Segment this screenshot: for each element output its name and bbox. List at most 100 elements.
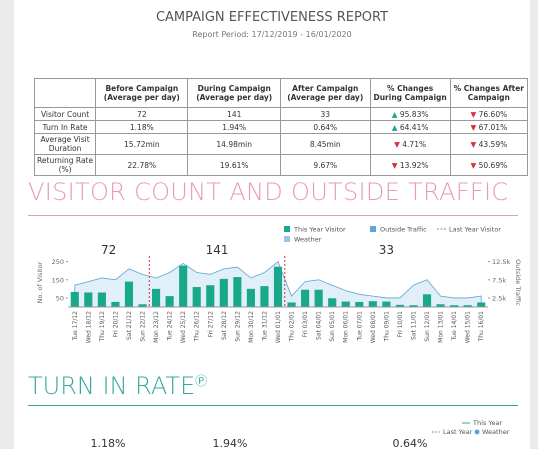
table-row: Visitor Count 72 141 33 ▲ 95.83% ▼ 76.60%: [33, 107, 529, 121]
trend-arrow: ▼: [470, 160, 479, 170]
bar: [409, 305, 418, 307]
trend-arrow: ▼: [394, 139, 403, 149]
bar: [314, 289, 323, 307]
x-tick-label: Mon 23/12: [153, 311, 160, 343]
bar: [341, 301, 350, 307]
bar: [328, 298, 337, 307]
cell-text: 1.18%: [129, 122, 154, 132]
cell-text: 50.69%: [478, 160, 508, 170]
legend-label: This Year Visitor: [293, 226, 346, 234]
legend-swatch: [284, 226, 290, 232]
x-tick-label: Wed 25/12: [180, 311, 187, 343]
bar: [355, 301, 364, 307]
bar: [287, 302, 296, 307]
bar: [111, 301, 120, 307]
cell-text: 43.59%: [478, 139, 508, 149]
legend-label: Weather: [482, 428, 510, 436]
legend-label: Last Year: [443, 428, 473, 436]
row-label: Visitor Count: [33, 107, 97, 121]
cell-text: 95.83%: [399, 109, 429, 119]
section-title: VISITOR COUNT AND OUTSIDE TRAFFIC: [28, 178, 509, 206]
cell-text: 19.61%: [219, 160, 249, 170]
visitor-chart: 50 150 250 2.5k 7.5k 12.5k No. of Visitor Outsi…: [36, 226, 522, 344]
bar: [138, 304, 147, 307]
x-tick-label: Tue 07/01: [356, 311, 363, 342]
x-tick-label: Sat 28/12: [221, 311, 228, 340]
x-tick-label: Sun 05/01: [329, 311, 336, 342]
y2-axis-label: Outside Traffic: [514, 259, 522, 306]
table-cell: ▼ 13.92%: [369, 154, 451, 176]
row-label: Returning Rate (%): [33, 154, 97, 176]
x-tick-label: Sun 22/12: [140, 311, 147, 342]
cell-text: 33: [320, 109, 331, 119]
section-title: TURN IN RATEⓅ: [28, 372, 207, 400]
legend-label: Outside Traffic: [380, 226, 427, 234]
period-average: 33: [379, 243, 394, 257]
x-tick-label: Mon 13/01: [438, 311, 445, 343]
bar: [97, 292, 106, 307]
x-tick-label: Tue 17/12: [72, 311, 79, 342]
row-label: Average Visit Duration: [33, 133, 97, 155]
legend-swatch: [284, 236, 290, 242]
column-header: % Changes During Campaign: [369, 78, 451, 108]
cell-text: 9.67%: [313, 160, 338, 170]
bar: [70, 291, 79, 307]
table-cell: 22.78%: [95, 154, 189, 176]
x-tick-label: Sun 29/12: [234, 311, 241, 342]
table-cell: ▼ 43.59%: [449, 133, 529, 155]
x-tick-label: Fri 27/12: [207, 311, 214, 338]
x-tick-label: Wed 18/12: [85, 311, 92, 343]
x-tick-label: Tue 31/12: [261, 311, 268, 342]
x-tick-label: Mon 30/12: [248, 311, 255, 343]
row-label: Turn In Rate: [33, 120, 97, 134]
period-average: 1.94%: [213, 437, 248, 449]
x-tick-label: Thu 19/12: [99, 311, 106, 343]
trend-arrow: ▼: [470, 109, 479, 119]
period-average: 72: [101, 243, 116, 257]
bar: [165, 296, 174, 307]
x-tick-label: Wed 01/01: [275, 311, 282, 343]
bar: [301, 289, 310, 307]
column-header: % Changes After Campaign: [449, 78, 529, 108]
table-cell: ▲ 95.83%: [369, 107, 451, 121]
bar: [273, 266, 283, 307]
cell-text: 13.92%: [399, 160, 429, 170]
cell-text: 15.72min: [124, 139, 160, 149]
table-cell: 1.18%: [95, 120, 189, 134]
bar: [124, 281, 134, 307]
bar: [436, 304, 445, 307]
bar: [192, 287, 201, 307]
cell-text: 14.98min: [216, 139, 253, 149]
column-header: Before Campaign (Average per day): [95, 78, 189, 108]
bar: [463, 305, 472, 307]
table-cell: ▼ 76.60%: [449, 107, 529, 121]
corner-cell: [33, 78, 97, 108]
y-tick-label: 50: [56, 294, 64, 302]
bar: [450, 305, 459, 307]
period-average: 141: [206, 243, 229, 257]
bar: [246, 288, 255, 307]
y-tick-label: 250: [52, 258, 64, 266]
y-tick-label: 150: [52, 276, 64, 284]
bar: [84, 292, 93, 307]
cell-text: 0.64%: [313, 122, 338, 132]
table-cell: ▼ 4.71%: [369, 133, 451, 155]
bar: [395, 304, 404, 307]
cell-text: 22.78%: [127, 160, 157, 170]
help-icon[interactable]: Ⓟ: [195, 374, 208, 388]
period-average: 0.64%: [393, 437, 428, 449]
y2-tick-label: 2.5k: [492, 294, 506, 302]
header-row: Before Campaign (Average per day) During …: [33, 78, 529, 108]
table-cell: 141: [187, 107, 281, 121]
legend-label: Last Year Visitor: [449, 226, 501, 234]
table-cell: 19.61%: [187, 154, 281, 176]
bar: [219, 278, 228, 307]
table-cell: 0.64%: [279, 120, 371, 134]
table-cell: 14.98min: [187, 133, 281, 155]
x-tick-label: Tue 14/01: [451, 311, 458, 342]
bar: [382, 301, 391, 307]
trend-arrow: ▲: [391, 122, 400, 132]
table-row: Average Visit Duration 15.72min 14.98min 8.…: [33, 133, 529, 155]
